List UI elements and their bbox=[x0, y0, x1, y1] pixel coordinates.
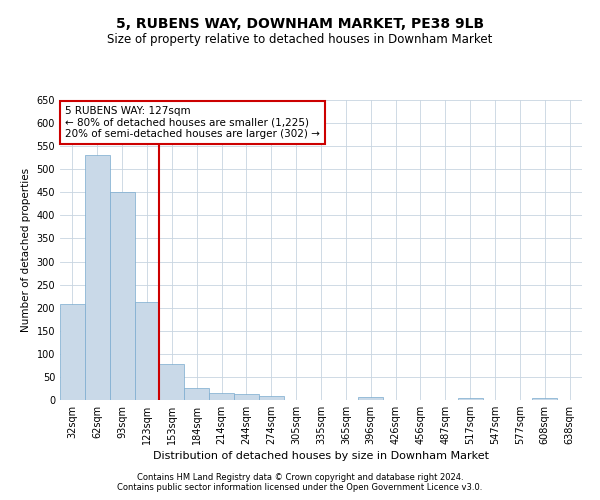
Bar bbox=[134, 302, 160, 400]
Bar bbox=[209, 393, 234, 400]
Text: Size of property relative to detached houses in Downham Market: Size of property relative to detached ho… bbox=[107, 32, 493, 46]
Text: Contains public sector information licensed under the Open Government Licence v3: Contains public sector information licen… bbox=[118, 482, 482, 492]
Bar bbox=[259, 396, 284, 400]
Y-axis label: Number of detached properties: Number of detached properties bbox=[21, 168, 31, 332]
Text: 5 RUBENS WAY: 127sqm
← 80% of detached houses are smaller (1,225)
20% of semi-de: 5 RUBENS WAY: 127sqm ← 80% of detached h… bbox=[65, 106, 320, 139]
Bar bbox=[160, 364, 184, 400]
Bar bbox=[458, 398, 482, 400]
Text: Contains HM Land Registry data © Crown copyright and database right 2024.: Contains HM Land Registry data © Crown c… bbox=[137, 472, 463, 482]
Bar bbox=[110, 192, 134, 400]
Bar bbox=[60, 304, 85, 400]
Text: 5, RUBENS WAY, DOWNHAM MARKET, PE38 9LB: 5, RUBENS WAY, DOWNHAM MARKET, PE38 9LB bbox=[116, 18, 484, 32]
X-axis label: Distribution of detached houses by size in Downham Market: Distribution of detached houses by size … bbox=[153, 452, 489, 462]
Bar bbox=[532, 398, 557, 400]
Bar bbox=[234, 394, 259, 400]
Bar bbox=[358, 397, 383, 400]
Bar bbox=[184, 388, 209, 400]
Bar bbox=[85, 156, 110, 400]
